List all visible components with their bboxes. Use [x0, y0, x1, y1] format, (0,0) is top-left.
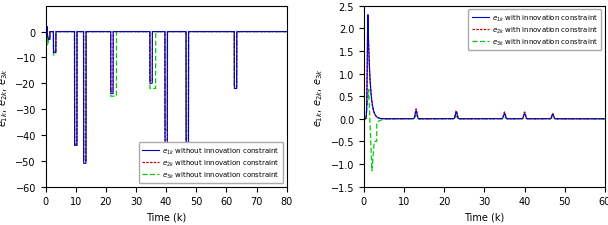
Legend: $e_{1k}$ with innovation constraint, $e_{2k}$ with innovation constraint, $e_{3k: $e_{1k}$ with innovation constraint, $e_… — [468, 10, 601, 51]
X-axis label: Time (k): Time (k) — [465, 212, 505, 222]
Legend: $e_{1k}$ without innovation constraint, $e_{2k}$ without innovation constraint, : $e_{1k}$ without innovation constraint, … — [139, 142, 283, 183]
Y-axis label: $e_{1k},\, e_{2k},\, e_{3k}$: $e_{1k},\, e_{2k},\, e_{3k}$ — [313, 68, 325, 126]
X-axis label: Time (k): Time (k) — [146, 212, 186, 222]
Y-axis label: $e_{1k},\, e_{2k},\, e_{3k}$: $e_{1k},\, e_{2k},\, e_{3k}$ — [0, 68, 10, 126]
